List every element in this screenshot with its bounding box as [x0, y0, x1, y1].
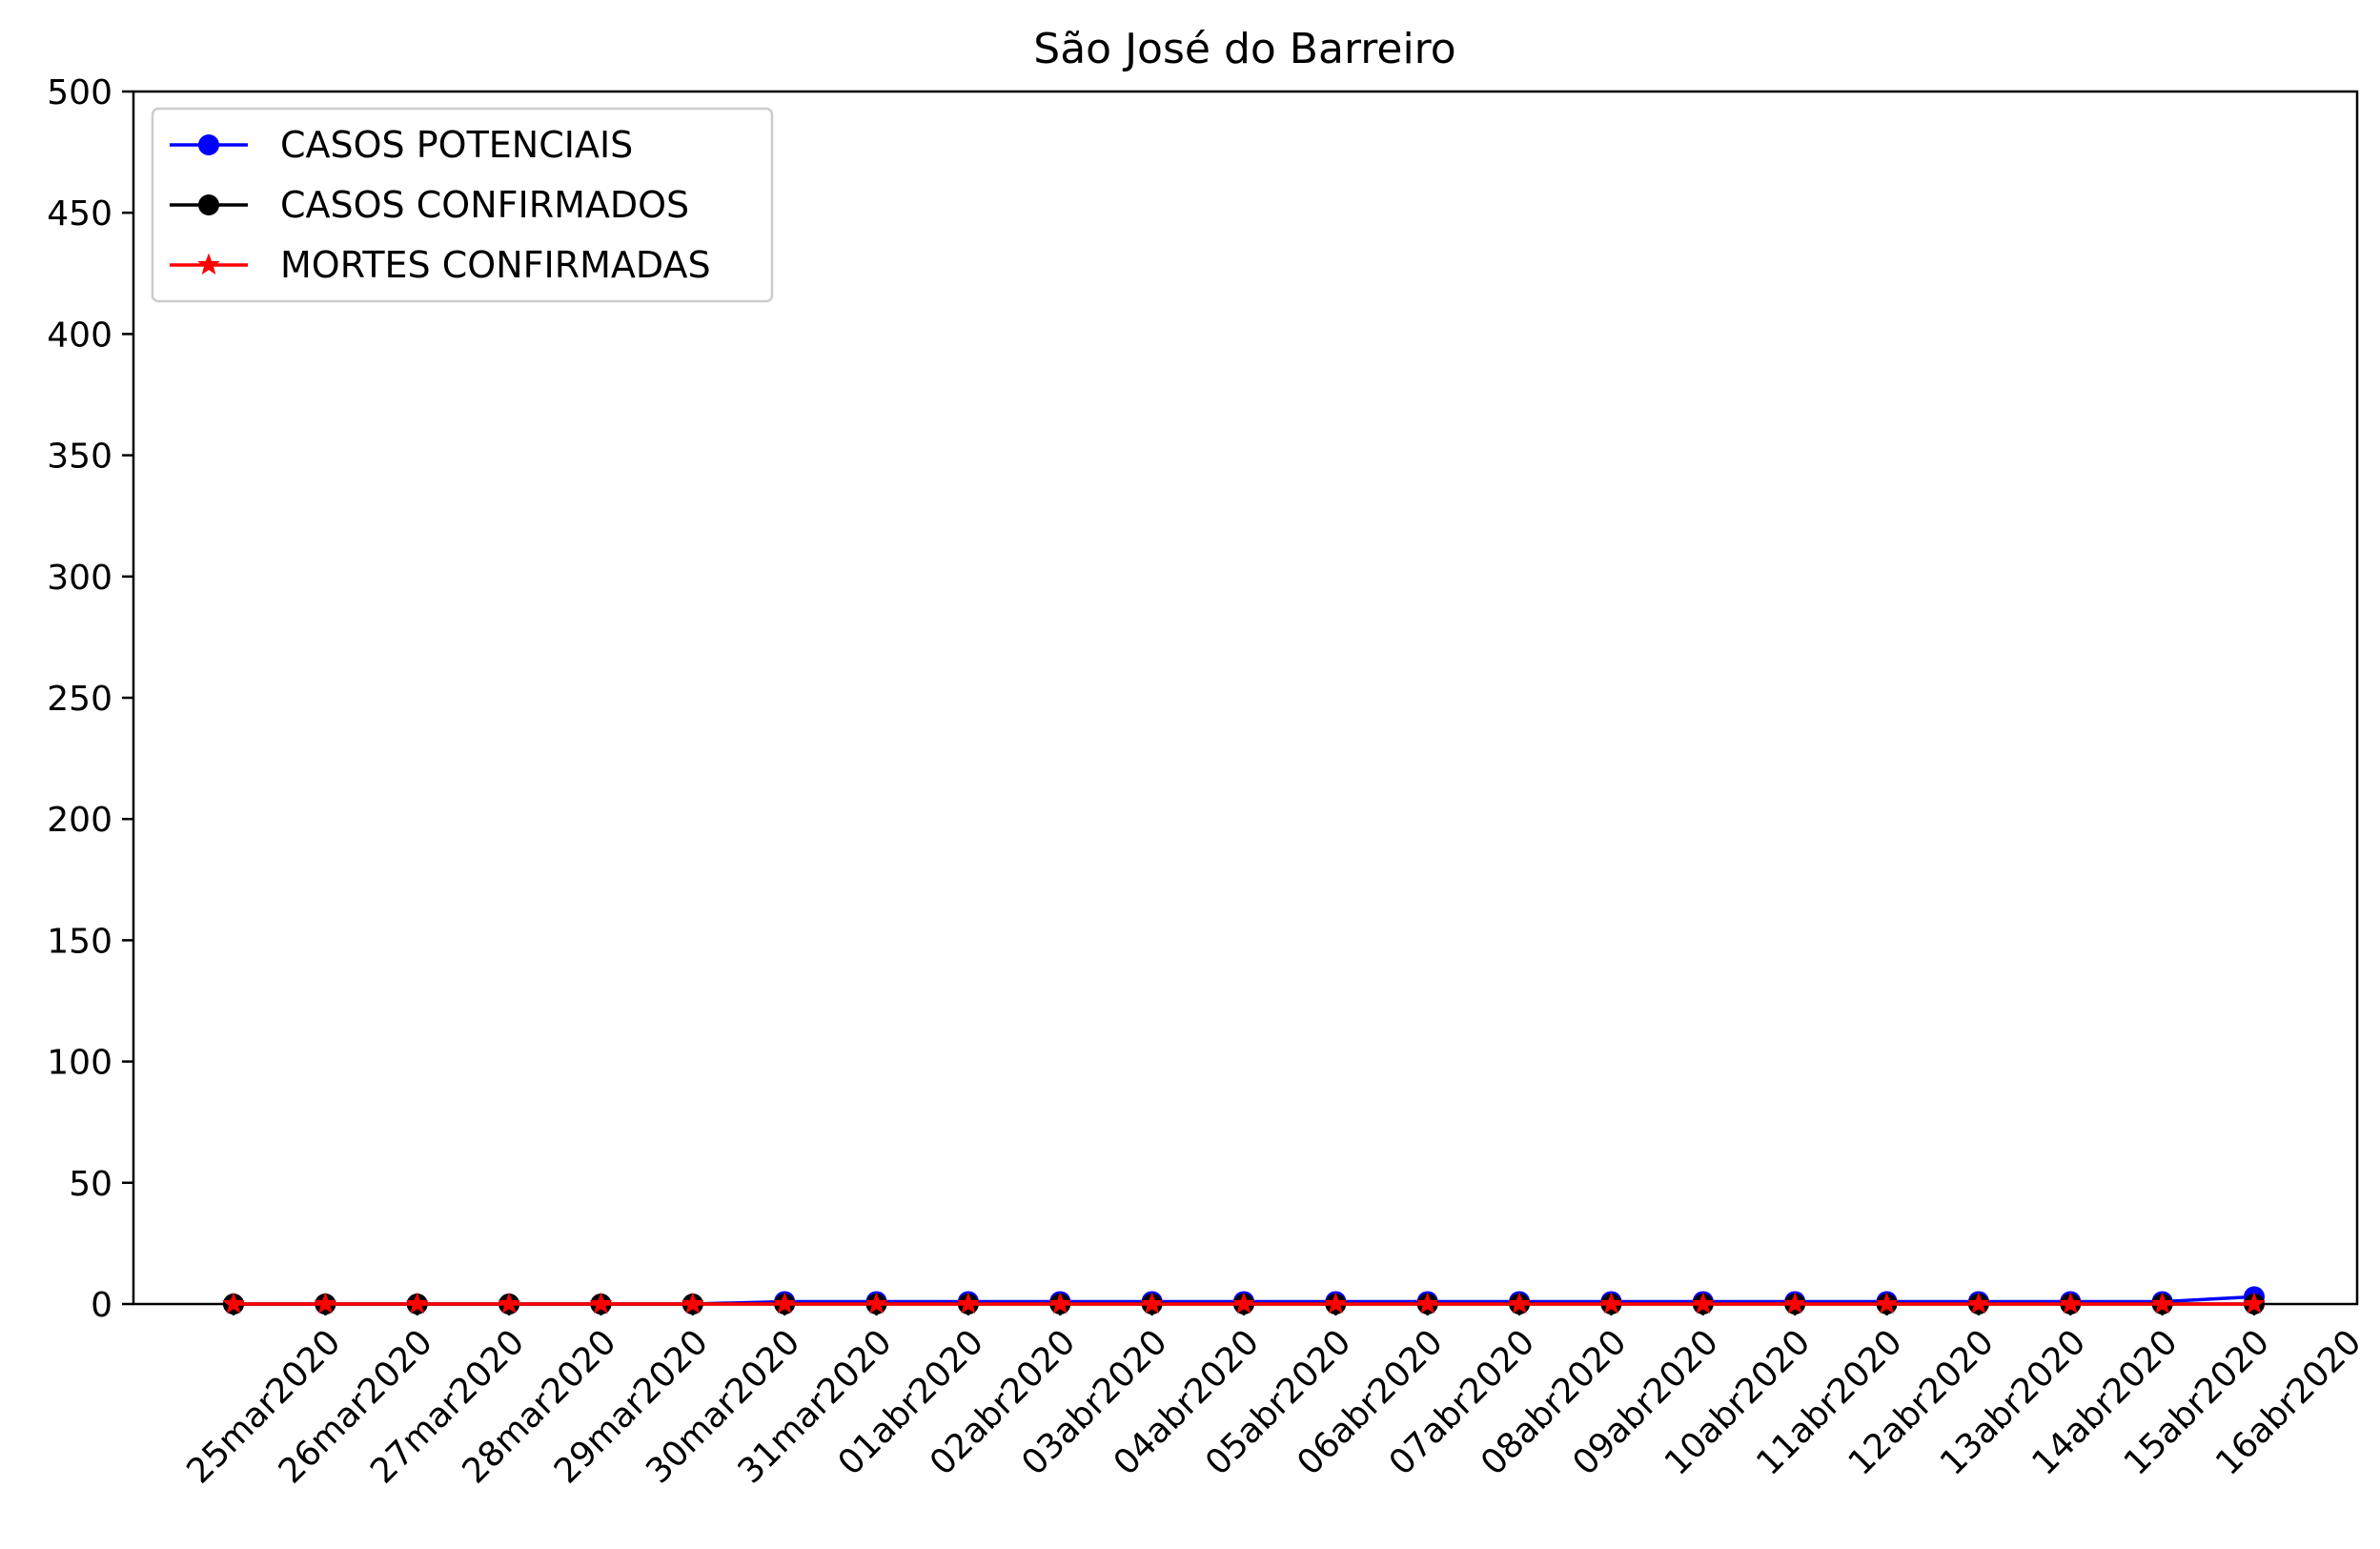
y-tick-label: 150: [47, 922, 112, 961]
y-tick-label: 100: [47, 1044, 112, 1083]
legend-marker: [198, 194, 219, 215]
data-point: [773, 1292, 796, 1315]
series-2: [222, 1292, 2266, 1315]
legend: CASOS POTENCIAIS CASOS CONFIRMADOS MORTES …: [151, 107, 774, 303]
chart-title: São José do Barreiro: [1033, 25, 1455, 73]
data-point: [957, 1292, 980, 1315]
data-point: [314, 1292, 337, 1315]
data-point: [865, 1292, 888, 1315]
data-point: [1324, 1292, 1348, 1315]
data-point: [1783, 1292, 1806, 1315]
y-tick-label: 400: [47, 316, 112, 355]
legend-marker: [198, 134, 219, 155]
y-tick-label: 350: [47, 438, 112, 477]
legend-item: CASOS CONFIRMADOS: [170, 184, 689, 226]
data-point: [222, 1292, 245, 1315]
data-point: [1140, 1292, 1164, 1315]
y-tick-label: 250: [47, 680, 112, 719]
x-axis: 25mar202026mar202027mar202028mar202029ma…: [179, 1304, 2369, 1492]
data-point: [2150, 1292, 2174, 1315]
data-point: [2243, 1292, 2266, 1315]
data-point: [1415, 1292, 1439, 1315]
data-point: [1048, 1292, 1072, 1315]
data-point: [681, 1292, 704, 1315]
y-tick-label: 300: [47, 559, 112, 598]
legend-box: [151, 107, 774, 303]
series-layer: [222, 1286, 2266, 1315]
data-point: [1875, 1292, 1899, 1315]
legend-marker: [197, 253, 220, 275]
legend-label: MORTES CONFIRMADAS: [280, 244, 711, 286]
data-point: [1599, 1292, 1623, 1315]
data-point: [1508, 1292, 1531, 1315]
y-tick-label: 450: [47, 194, 112, 234]
y-axis: 0 50 100 150 200 250 300 350 400 450 500: [47, 73, 133, 1325]
data-point: [1692, 1292, 1715, 1315]
data-point: [1232, 1292, 1255, 1315]
data-point: [589, 1292, 613, 1315]
data-point: [2059, 1292, 2083, 1315]
data-point: [1967, 1292, 1990, 1315]
data-point: [405, 1292, 429, 1315]
y-tick-label: 200: [47, 801, 112, 840]
legend-label: CASOS CONFIRMADOS: [280, 184, 689, 226]
y-tick-label: 0: [91, 1286, 112, 1325]
y-tick-label: 50: [69, 1165, 112, 1204]
legend-item: MORTES CONFIRMADAS: [170, 244, 711, 286]
legend-label: CASOS POTENCIAIS: [280, 124, 633, 166]
y-tick-label: 500: [47, 73, 112, 112]
legend-item: CASOS POTENCIAIS: [170, 124, 633, 166]
data-point: [498, 1292, 520, 1315]
